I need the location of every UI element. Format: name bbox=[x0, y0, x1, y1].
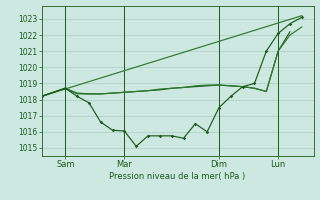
X-axis label: Pression niveau de la mer( hPa ): Pression niveau de la mer( hPa ) bbox=[109, 172, 246, 181]
